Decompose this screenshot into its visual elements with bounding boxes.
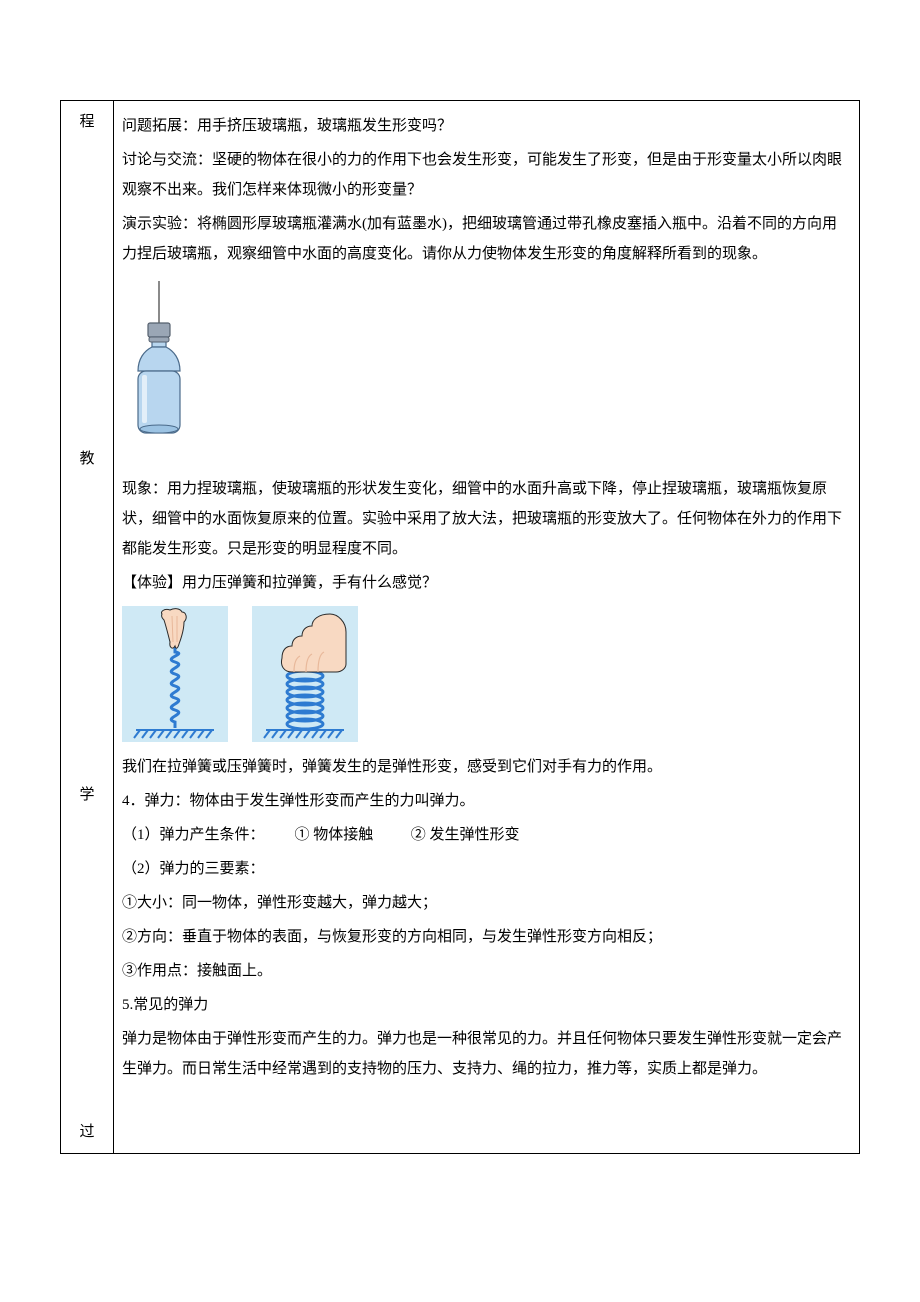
figure-springs-row <box>122 606 851 742</box>
cond-1: ① 物体接触 <box>295 827 374 843</box>
para-demo: 演示实验：将椭圆形厚玻璃瓶灌满水(加有蓝墨水)，把细玻璃管通过带孔橡皮塞插入瓶中… <box>122 209 851 269</box>
elem-size: ①大小：同一物体，弹性形变越大，弹力越大； <box>122 888 851 918</box>
para-common-body: 弹力是物体由于弹性形变而产生的力。弹力也是一种很常见的力。并且任何物体只要发生弹… <box>122 1024 851 1084</box>
left-char-3: 学 <box>79 780 94 810</box>
para-spring-obs: 我们在拉弹簧或压弹簧时，弹簧发生的是弹性形变，感受到它们对手有力的作用。 <box>122 752 851 782</box>
elem-point: ③作用点：接触面上。 <box>122 956 851 986</box>
para-discuss: 讨论与交流：坚硬的物体在很小的力的作用下也会发生形变，可能发生了形变，但是由于形… <box>122 145 851 205</box>
para-def-tanli: 4．弹力：物体由于发生弹性形变而产生的力叫弹力。 <box>122 786 851 816</box>
para-question-ext: 问题拓展：用手挤压玻璃瓶，玻璃瓶发生形变吗？ <box>122 111 851 141</box>
base <box>140 425 178 433</box>
shoulder <box>138 347 180 371</box>
para-common: 5.常见的弹力 <box>122 990 851 1020</box>
para-phenomenon: 现象：用力捏玻璃瓶，使玻璃瓶的形状发生变化，细管中的水面升高或下降，停止捏玻璃瓶… <box>122 474 851 564</box>
spring-pull-svg <box>122 606 228 742</box>
bottle-svg <box>122 279 196 449</box>
neck-ring <box>149 337 169 342</box>
left-char-2: 教 <box>79 444 94 474</box>
highlight <box>142 375 147 423</box>
lesson-table: 程 教 学 过 问题拓展：用手挤压玻璃瓶，玻璃瓶发生形变吗？ 讨论与交流：坚硬的… <box>60 100 860 1154</box>
content-cell: 问题拓展：用手挤压玻璃瓶，玻璃瓶发生形变吗？ 讨论与交流：坚硬的物体在很小的力的… <box>114 101 860 1154</box>
cond-2: ② 发生弹性形变 <box>411 827 520 843</box>
left-char-4: 过 <box>79 1117 94 1147</box>
cond-label: （1）弹力产生条件： <box>122 827 265 843</box>
left-label-cell: 程 教 学 过 <box>61 101 114 1154</box>
spring-press-svg <box>252 606 358 742</box>
left-char-1: 程 <box>79 107 94 137</box>
elem-dir: ②方向：垂直于物体的表面，与恢复形变的方向相同，与发生弹性形变方向相反； <box>122 922 851 952</box>
para-three-elem: （2）弹力的三要素： <box>122 854 851 884</box>
para-experience: 【体验】用力压弹簧和拉弹簧，手有什么感觉？ <box>122 568 851 598</box>
figure-bottle <box>122 279 851 460</box>
cap <box>148 323 170 337</box>
para-cond: （1）弹力产生条件： ① 物体接触 ② 发生弹性形变 <box>122 820 851 850</box>
